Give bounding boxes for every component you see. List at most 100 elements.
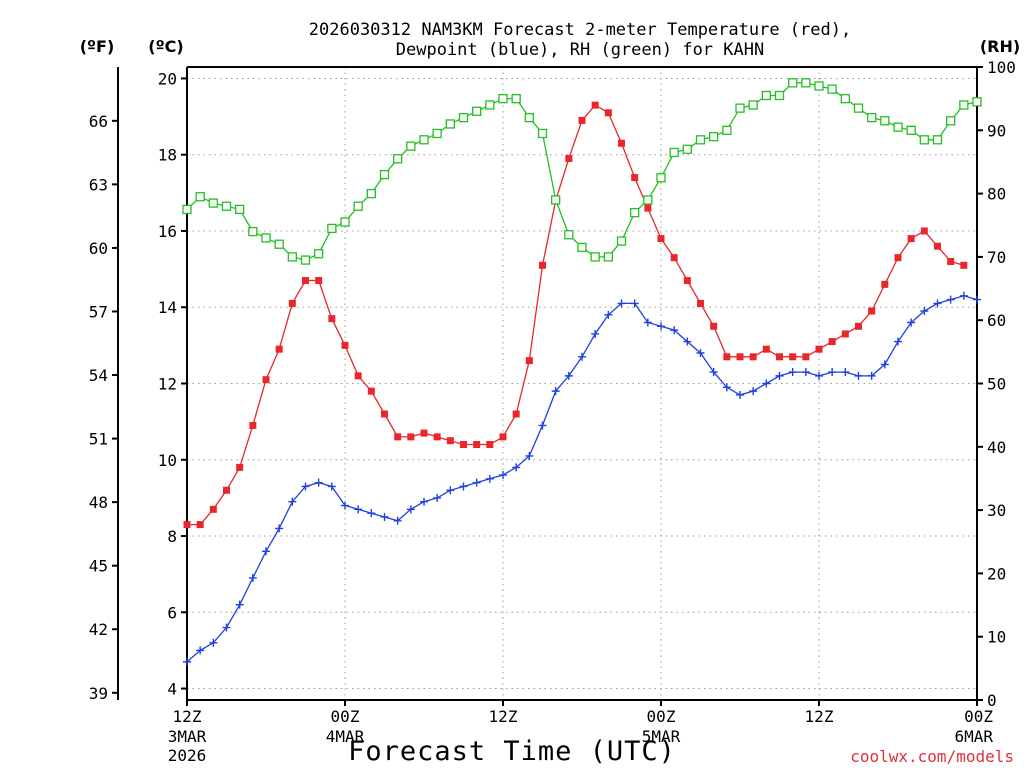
temperature-point [881,280,889,288]
rh-point [340,217,350,227]
rh-point [300,255,311,265]
temperature-point [670,254,678,262]
rh-point [472,106,482,116]
rh-point [261,233,271,243]
dewpoint-point [525,451,534,460]
rh-point [274,239,284,249]
temperature-point [644,204,652,212]
rh-point [221,201,232,211]
x-tick-time: 12Z [173,707,202,726]
celsius-tick-label: 4 [167,680,177,699]
rh-tick-label: 40 [987,438,1006,457]
x-tick-date: 5MAR [642,727,681,746]
rh-tick-label: 90 [987,121,1006,140]
rh-point [353,201,363,211]
temperature-point [697,299,704,307]
temperature-point [841,330,849,338]
dewpoint-point [499,471,507,480]
rh-tick-label: 100 [987,58,1016,77]
dewpoint-point [196,646,205,655]
temperature-point [604,109,612,117]
dewpoint-point [670,326,679,335]
dewpoint-point [762,379,771,388]
dewpoint-point [946,295,955,304]
dewpoint-point [775,371,784,380]
rh-point [788,78,798,88]
dewpoint-point [472,478,481,487]
dewpoint-point [604,310,613,319]
rh-point [379,169,390,180]
dewpoint-point [380,512,389,521]
rh-point [946,116,956,126]
dewpoint-point [512,463,521,472]
dewpoint-point [854,371,863,380]
dewpoint-point [880,360,889,369]
temperature-point [499,433,507,441]
rh-point [458,112,469,123]
rh-point [195,192,205,202]
dewpoint-point [538,421,547,430]
dewpoint-point [551,387,560,396]
dewpoint-point [973,295,981,304]
dewpoint-point [209,638,218,647]
temperature-point [328,315,336,323]
temperature-point [710,322,718,330]
temperature-point [762,345,770,353]
rh-point [603,252,613,262]
temperature-point [262,376,270,384]
temperature-point [789,353,797,361]
units-fahrenheit-label: (ºF) [80,37,115,56]
rh-point [774,90,785,101]
rh-point [327,223,337,234]
rh-point [695,135,706,145]
temperature-point [249,421,257,429]
fahrenheit-tick-label: 39 [89,684,108,703]
celsius-tick-label: 16 [158,222,177,241]
temperature-point [512,410,520,418]
dewpoint-point [406,505,415,514]
dewpoint-point [183,657,191,666]
temperature-point [683,277,691,285]
rh-point [669,147,679,158]
temperature-point [960,261,968,269]
credit-label: coolwx.com/models [850,747,1014,766]
rh-point [564,230,574,240]
dewpoint-point [459,482,468,491]
celsius-tick-label: 18 [158,146,177,165]
rh-point [182,204,192,215]
dewpoint-point [485,474,494,483]
rh-point [511,94,521,104]
temperature-point [341,341,349,349]
temperature-point [631,174,639,182]
dewpoint-point [222,623,231,632]
temperature-point [525,357,533,365]
rh-point [709,131,719,142]
dewpoint-point [801,368,810,377]
rh-point [235,204,245,215]
x-tick-time: 00Z [964,707,993,726]
fahrenheit-tick-label: 57 [89,302,108,321]
dewpoint-point [722,383,731,392]
rh-tick-label: 60 [987,311,1006,330]
dewpoint-point [314,478,323,487]
rh-tick-label: 70 [987,248,1006,267]
temperature-point [618,139,625,147]
rh-tick-label: 50 [987,375,1006,394]
x-tick-year: 2026 [168,746,207,765]
temperature-point [907,235,915,243]
x-tick-time: 12Z [489,707,518,726]
x-tick-date: 3MAR [168,727,207,746]
temperature-point [565,155,573,163]
rh-point [643,195,653,205]
rh-point [761,90,771,101]
chart-title-line1: 2026030312 NAM3KM Forecast 2-meter Tempe… [309,20,851,40]
dewpoint-point [696,348,705,357]
temperature-point [934,242,941,250]
dewpoint-point [683,337,692,346]
rh-point [590,252,600,262]
rh-point [630,207,640,218]
temperature-point [578,116,586,124]
dewpoint-point [867,371,876,380]
rh-point [906,125,916,135]
